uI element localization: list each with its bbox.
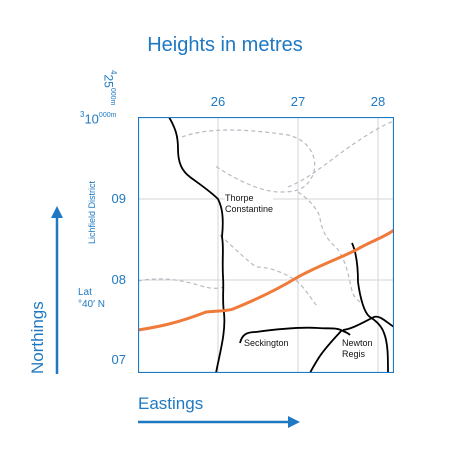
easting-corner-label: 425000m xyxy=(101,70,118,110)
footpath-east xyxy=(297,191,361,303)
eastings-arrow-icon xyxy=(138,416,300,428)
footpath-west xyxy=(137,278,225,289)
footpaths xyxy=(137,120,395,308)
northing-tick-09: 09 xyxy=(111,191,126,206)
northing-prefix: 3 xyxy=(80,110,85,119)
district-label: Lichfield District xyxy=(87,180,97,244)
map-panel[interactable]: Thorpe Constantine Seckington Newton Reg… xyxy=(137,116,395,374)
northing-value: 10 xyxy=(84,111,99,127)
eastings-label: Eastings xyxy=(138,394,204,413)
footpath-central xyxy=(219,234,319,308)
eastings-axis xyxy=(138,414,300,430)
easting-tick-27: 27 xyxy=(290,94,306,109)
map-frame xyxy=(137,116,395,374)
lane-north-south xyxy=(168,116,226,374)
northing-tick-08: 08 xyxy=(111,272,126,287)
northing-corner-label: 310000m xyxy=(80,110,116,128)
northings-label: Northings xyxy=(28,301,47,374)
lane-seckington xyxy=(239,326,351,344)
easting-value: 25 xyxy=(101,74,116,88)
thorpe-line1: Thorpe xyxy=(225,193,254,203)
grid-lines xyxy=(138,117,394,373)
latitude-label: Lat °40′ N xyxy=(78,287,105,311)
lane-south xyxy=(309,329,343,374)
place-label-newton-regis: Newton Regis xyxy=(342,338,373,360)
main-road xyxy=(137,228,395,332)
footpath-thorpe-loop xyxy=(181,129,316,193)
northing-unit: 000m xyxy=(98,112,117,119)
lanes xyxy=(168,116,395,374)
lane-newton-regis xyxy=(351,242,389,374)
easting-tick-28: 28 xyxy=(370,94,386,109)
latitude-label-line2: °40′ N xyxy=(78,299,105,310)
lane-east xyxy=(342,315,395,331)
northings-arrow-icon xyxy=(51,206,63,374)
easting-unit: 000m xyxy=(109,87,116,106)
northings-axis xyxy=(42,206,72,376)
newton-line1: Newton xyxy=(342,338,373,348)
map-canvas xyxy=(137,116,395,374)
northing-tick-07: 07 xyxy=(111,352,126,367)
easting-tick-26: 26 xyxy=(210,94,226,109)
thorpe-line2: Constantine xyxy=(225,204,274,214)
footpath-northeast xyxy=(287,120,395,188)
place-label-seckington: Seckington xyxy=(244,338,289,349)
latitude-label-line1: Lat xyxy=(78,287,92,298)
newton-line2: Regis xyxy=(342,349,366,359)
page-title: Heights in metres xyxy=(147,34,303,56)
place-label-thorpe-constantine: Thorpe Constantine xyxy=(225,193,274,215)
